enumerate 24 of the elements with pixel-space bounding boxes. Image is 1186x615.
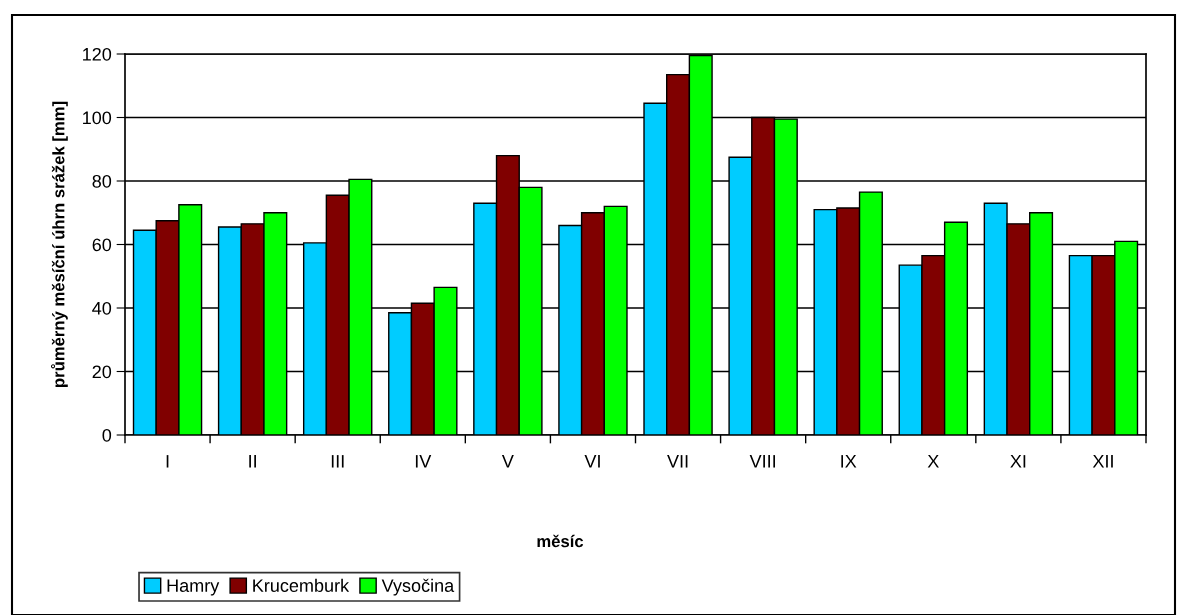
x-tick-label: I: [166, 455, 169, 468]
y-tick-label: 40: [92, 301, 112, 315]
legend-label: Krucemburk: [253, 578, 350, 592]
y-tick-label: 0: [102, 428, 112, 442]
x-tick-label: V: [501, 455, 514, 468]
y-axis-title: průměrný měsíční úhrn srážek [mm]: [50, 101, 68, 387]
x-tick-label: IX: [841, 455, 857, 468]
y-tick-label: 60: [92, 238, 112, 252]
x-axis-title: měsíc: [537, 534, 584, 548]
x-tick-label: VIII: [749, 455, 776, 468]
x-tick-label: VI: [584, 455, 600, 468]
y-tick-label: 20: [92, 365, 112, 379]
y-tick-label: 120: [83, 47, 112, 61]
x-tick-label: XII: [1092, 455, 1113, 468]
x-tick-label: XI: [1010, 455, 1026, 468]
x-tick-label: III: [331, 455, 344, 468]
x-tick-label: X: [927, 455, 939, 468]
y-tick-label: 100: [83, 111, 112, 125]
x-tick-label: II: [249, 455, 256, 468]
y-tick-label: 80: [92, 174, 112, 188]
legend-label: Vysočina: [381, 578, 455, 596]
x-tick-label: IV: [415, 455, 432, 468]
legend-label: Hamry: [167, 579, 220, 596]
x-tick-label: VII: [667, 455, 688, 468]
